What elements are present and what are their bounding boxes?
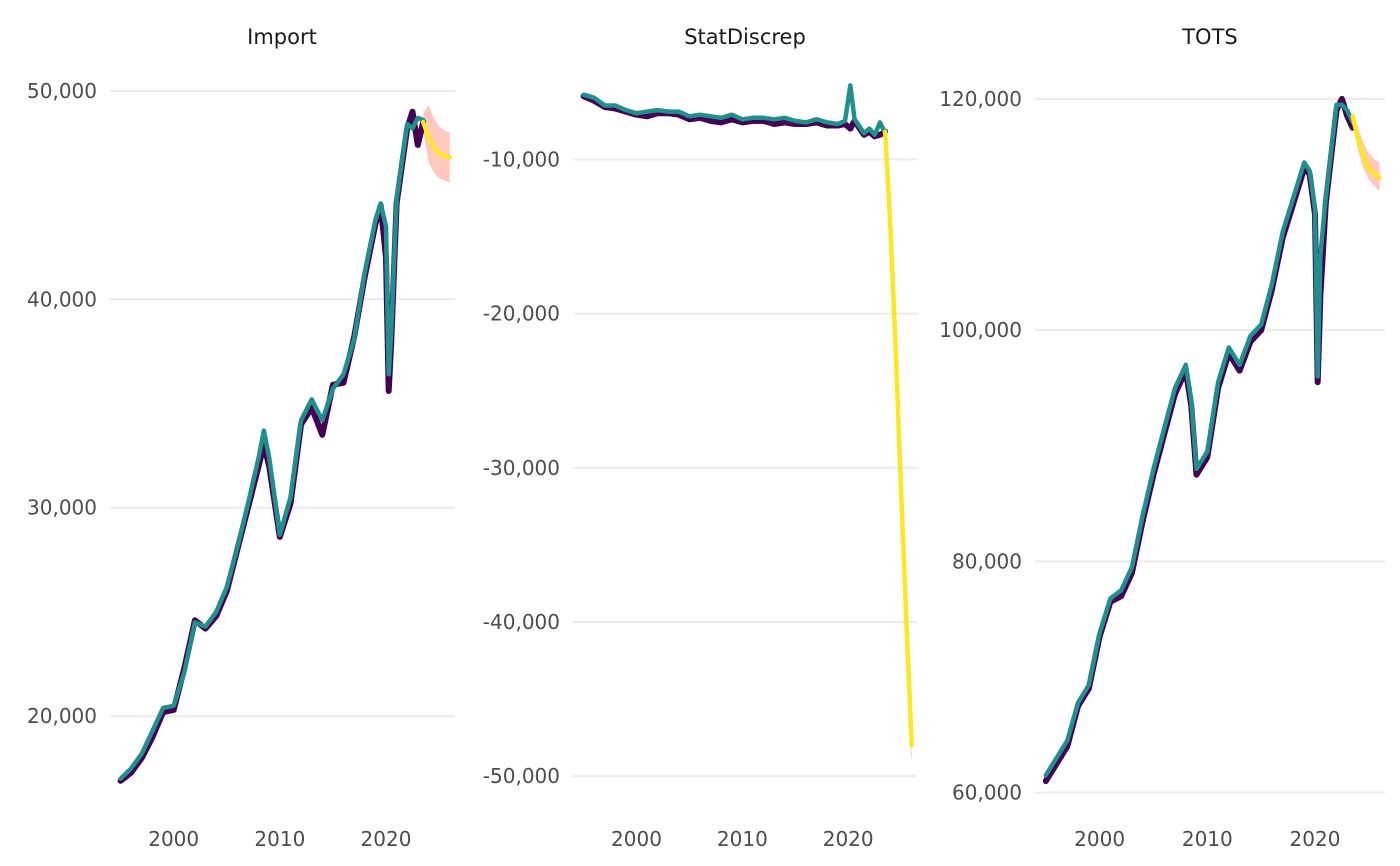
y-tick-label: -40,000 [483, 610, 560, 634]
y-tick-label: -50,000 [483, 764, 560, 788]
x-tick-label: 2020 [823, 827, 874, 851]
fitted-series-line [581, 83, 888, 138]
x-tick-label: 2010 [1182, 827, 1233, 851]
forecast-series-line [420, 119, 452, 160]
y-tick-label: 40,000 [27, 287, 97, 311]
y-tick-label: 100,000 [939, 318, 1022, 342]
y-tick-label: -10,000 [483, 147, 560, 171]
y-tick-label: 50,000 [27, 79, 97, 103]
panel-title: Import [247, 25, 317, 49]
forecast-series-line [882, 129, 914, 748]
y-tick-label: 30,000 [27, 496, 97, 520]
x-tick-label: 2010 [254, 827, 305, 851]
panel-tots: TOTS 60,000 80,000 100,000 120,000 2000 2010 20… [939, 25, 1385, 851]
forecast-interval-band [423, 105, 450, 183]
y-tick-label: -30,000 [483, 456, 560, 480]
forecast-interval-band [1352, 110, 1380, 192]
forecast-series-line [1350, 114, 1382, 180]
panel-statdiscrep: StatDiscrep -50,000 -40,000 -30,000 -20,000 -… [483, 25, 917, 851]
y-tick-label: -20,000 [483, 302, 560, 326]
panel-title: StatDiscrep [684, 25, 806, 49]
panel-import: Import 20,000 30,000 40,000 50,000 2000 2010 20… [27, 25, 455, 851]
x-tick-label: 2000 [611, 827, 662, 851]
panel-title: TOTS [1181, 25, 1238, 49]
y-tick-label: 120,000 [939, 87, 1022, 111]
fitted-series-line [118, 115, 426, 781]
x-tick-label: 2020 [361, 827, 412, 851]
y-tick-label: 20,000 [27, 704, 97, 728]
x-tick-label: 2000 [1074, 827, 1125, 851]
x-tick-label: 2020 [1290, 827, 1341, 851]
x-tick-label: 2010 [717, 827, 768, 851]
y-tick-label: 80,000 [952, 549, 1022, 573]
y-tick-label: 60,000 [952, 781, 1022, 805]
x-tick-label: 2000 [148, 827, 199, 851]
fitted-series-line [1043, 102, 1355, 778]
